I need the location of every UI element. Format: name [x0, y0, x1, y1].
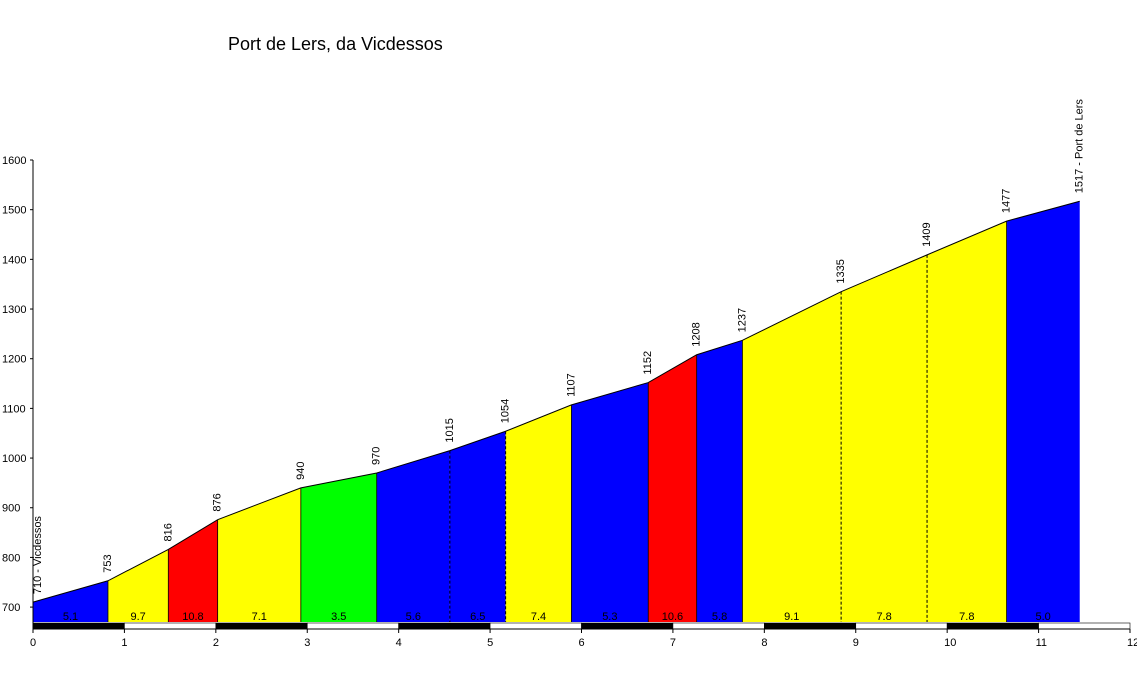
grade-label: 10.8 [182, 611, 203, 623]
segment-fill [217, 487, 301, 622]
grade-label: 10.6 [662, 611, 683, 623]
profile-outline [32, 200, 1080, 603]
km-bar-segment [32, 622, 125, 630]
segment-fill [648, 354, 697, 622]
grade-label: 5.3 [602, 611, 617, 623]
segment-fill [742, 291, 842, 622]
elevation-label: 876 [212, 493, 224, 511]
x-tick-label: 11 [1036, 637, 1047, 649]
elevation-label: 1107 [565, 373, 577, 397]
y-tick-label: 1300 [2, 304, 26, 316]
elevation-label: 1477 [1001, 189, 1013, 213]
km-bar-segment [124, 622, 217, 630]
km-bar-segment [398, 622, 491, 630]
grade-label: 5.6 [406, 611, 421, 623]
grade-label: 5.0 [1036, 611, 1051, 623]
elevation-label: 940 [295, 462, 307, 480]
x-tick-label: 5 [487, 637, 493, 649]
elevation-label: 1237 [736, 308, 748, 332]
segment-fill [449, 431, 506, 622]
segment-fill [168, 519, 218, 622]
grade-labels: 5.1 9.7 10.8 7.1 3.5 5.6 6.5 7.4 5.3 10.6 5.8 9.1 7.… [63, 611, 1051, 623]
km-bar-segment [672, 622, 765, 630]
km-bar-segment [489, 622, 582, 630]
segment-fill [927, 221, 1007, 623]
x-tick-label: 3 [304, 637, 310, 649]
y-tick-label: 1500 [2, 205, 26, 217]
grade-label: 7.1 [252, 611, 267, 623]
x-tick-label: 7 [670, 637, 676, 649]
y-tick-label: 1200 [2, 354, 26, 366]
elevation-label: 1054 [500, 399, 512, 423]
km-bar-segment [215, 622, 308, 630]
x-tick-label: 1 [121, 637, 127, 649]
elevation-label: 1409 [921, 222, 933, 246]
y-tick-label: 1000 [2, 453, 26, 465]
km-bar-segment [855, 622, 948, 630]
x-tick-label: 8 [761, 637, 767, 649]
km-bar-segment [1038, 622, 1131, 630]
segment-fill [33, 580, 108, 622]
elevation-labels: 710 - Vicdessos 753 816 876 940 970 1015 1054 11… [32, 99, 1086, 595]
x-tick-label: 10 [944, 637, 956, 649]
elevation-label: 1208 [691, 322, 703, 346]
grade-label: 5.1 [63, 611, 78, 623]
x-tick-label: 6 [579, 637, 585, 649]
elevation-label: 1517 - Port de Lers [1074, 99, 1086, 194]
segment-fill [300, 472, 377, 622]
profile-line [32, 200, 1080, 603]
segment-fill [571, 382, 649, 622]
y-tick-label: 1400 [2, 254, 26, 266]
grade-label: 7.8 [959, 611, 974, 623]
segment-fill [841, 254, 928, 623]
x-tick-label: 0 [30, 637, 36, 649]
km-bar-segment [764, 622, 857, 630]
x-tick-label: 9 [853, 637, 859, 649]
elevation-label: 816 [162, 523, 174, 541]
chart-title: Port de Lers, da Vicdessos [228, 34, 443, 54]
y-tick-label: 1600 [2, 155, 26, 167]
y-tick-label: 700 [2, 602, 20, 614]
km-bar-segment [946, 622, 1039, 630]
segment-lines [107, 221, 1007, 622]
x-tick-label: 12 [1127, 637, 1137, 649]
elevation-label: 1335 [835, 259, 847, 283]
km-bar-segment [306, 622, 399, 630]
x-tick-label: 4 [396, 637, 402, 649]
km-bar [32, 622, 1131, 630]
elevation-label: 970 [371, 447, 383, 465]
elevation-label: 1015 [444, 418, 456, 442]
segment-fill [376, 450, 450, 622]
x-tick-label: 2 [213, 637, 219, 649]
elevation-label: 710 - Vicdessos [32, 516, 44, 595]
segment-fills [33, 201, 1080, 623]
grade-label: 9.7 [130, 611, 145, 623]
segment-fill [1006, 201, 1080, 623]
grade-label: 7.8 [876, 611, 891, 623]
km-bar-segment [581, 622, 674, 630]
grade-label: 9.1 [784, 611, 799, 623]
grade-label: 7.4 [531, 611, 546, 623]
y-tick-label: 800 [2, 552, 20, 564]
elevation-label: 753 [102, 554, 114, 572]
segment-fill [107, 549, 169, 622]
elevation-label: 1152 [642, 351, 654, 375]
grade-label: 5.8 [712, 611, 727, 623]
grade-label: 3.5 [331, 611, 346, 623]
y-tick-label: 1100 [2, 403, 26, 415]
y-tick-label: 900 [2, 503, 20, 515]
segment-fill [505, 404, 572, 622]
grade-label: 6.5 [470, 611, 485, 623]
segment-fill [696, 340, 743, 622]
